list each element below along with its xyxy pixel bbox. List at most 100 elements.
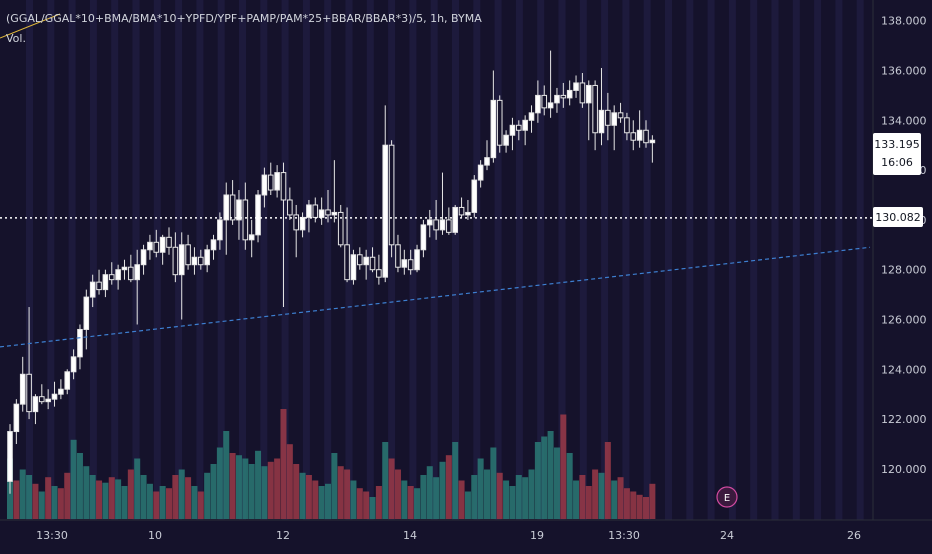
candle-body	[382, 144, 389, 278]
price-tick: 126.000	[881, 314, 927, 327]
candle-body	[108, 274, 115, 281]
candle-body	[350, 254, 357, 281]
volume-bar	[235, 455, 242, 519]
volume-bar	[369, 497, 376, 519]
candle-body	[299, 216, 306, 231]
volume-bar	[433, 477, 440, 519]
candle-body	[166, 236, 172, 248]
volume-bar	[363, 491, 370, 519]
candle-body	[280, 172, 287, 201]
candle-body	[528, 112, 535, 121]
candle-body	[541, 94, 548, 109]
time-tick: 26	[847, 529, 861, 542]
candle-body	[318, 209, 325, 218]
session-band	[601, 0, 609, 520]
volume-bar	[242, 458, 249, 519]
price-tick: 120.000	[881, 463, 927, 476]
yellow-drawing-line[interactable]	[0, 13, 61, 39]
volume-bar	[204, 472, 211, 519]
volume-bar	[286, 444, 293, 519]
volume-bar	[38, 491, 45, 519]
session-band	[473, 0, 481, 520]
price-tick: 138.000	[881, 15, 927, 28]
volume-bar	[89, 475, 96, 519]
earnings-marker[interactable]: E	[716, 486, 738, 508]
candle-body	[522, 119, 528, 131]
candle-body	[337, 211, 344, 246]
candle-body	[484, 157, 490, 166]
volume-bar	[312, 480, 319, 519]
volume-bar	[325, 483, 331, 519]
candles	[7, 50, 656, 494]
candle-body	[465, 211, 471, 216]
candle-body	[217, 219, 223, 241]
volume-bar	[509, 486, 516, 519]
time-tick: 13:30	[608, 529, 640, 542]
volume-bar	[32, 483, 39, 519]
time-axis[interactable]: 13:30 10 12 14 19 13:30 24 26	[0, 519, 932, 542]
session-band	[302, 0, 310, 520]
session-band	[494, 0, 502, 520]
session-band	[771, 0, 779, 520]
session-band	[707, 0, 715, 520]
volume-bar	[636, 494, 643, 519]
session-band	[856, 0, 864, 520]
session-band	[452, 0, 459, 520]
candle-body	[204, 249, 210, 266]
volume-bar	[547, 431, 554, 519]
candle-body	[477, 164, 484, 181]
volume-bar	[210, 464, 217, 519]
volume-bar	[108, 477, 115, 519]
candle-body	[255, 194, 261, 236]
volume-bar	[350, 480, 357, 519]
session-band	[686, 0, 694, 520]
volume-bar	[115, 479, 122, 519]
volume-bar	[216, 447, 223, 519]
volume-bars	[7, 409, 656, 519]
candle-body	[598, 109, 605, 134]
candle-body	[248, 234, 255, 241]
candle-body	[452, 206, 458, 233]
candle-body	[579, 82, 586, 104]
volume-bar	[643, 497, 649, 519]
earnings-circle[interactable]	[716, 486, 738, 508]
volume-bar	[477, 458, 484, 519]
candle-body	[407, 259, 414, 271]
volume-bar	[96, 480, 103, 519]
symbol-title[interactable]: (GGAL/GGAL*10+BMA/BMA*10+YPFD/YPF+PAMP/P…	[6, 12, 482, 25]
candle-body	[64, 371, 71, 390]
candle-body	[102, 274, 109, 291]
session-band	[643, 0, 651, 520]
candle-body	[51, 393, 58, 400]
volume-bar	[515, 475, 522, 519]
candle-body	[185, 244, 191, 266]
volume-bar	[426, 466, 433, 519]
candle-body	[128, 266, 134, 281]
candle-body	[420, 224, 427, 251]
candle-body	[159, 236, 166, 253]
candle-body	[191, 256, 198, 266]
candle-body	[503, 134, 509, 146]
volume-bar	[45, 477, 52, 519]
candle-body	[178, 244, 185, 276]
volume-bar	[528, 469, 535, 519]
crosshair-price-value: 130.082	[875, 211, 921, 224]
candle-body	[287, 199, 293, 216]
price-tick: 122.000	[881, 413, 927, 426]
volume-bar	[70, 439, 77, 519]
candle-body	[121, 266, 128, 271]
session-band	[515, 0, 523, 520]
volume-bar	[420, 475, 427, 519]
candle-body	[401, 259, 408, 268]
session-band	[132, 0, 140, 520]
volume-bar	[464, 491, 471, 519]
volume-indicator-label[interactable]: Vol.	[6, 32, 26, 45]
trendline[interactable]	[0, 246, 871, 348]
candle-body	[630, 132, 637, 141]
session-band	[558, 0, 566, 520]
volume-bar	[153, 491, 160, 519]
candle-body	[115, 269, 121, 281]
last-price-value: 133.195	[874, 138, 920, 151]
